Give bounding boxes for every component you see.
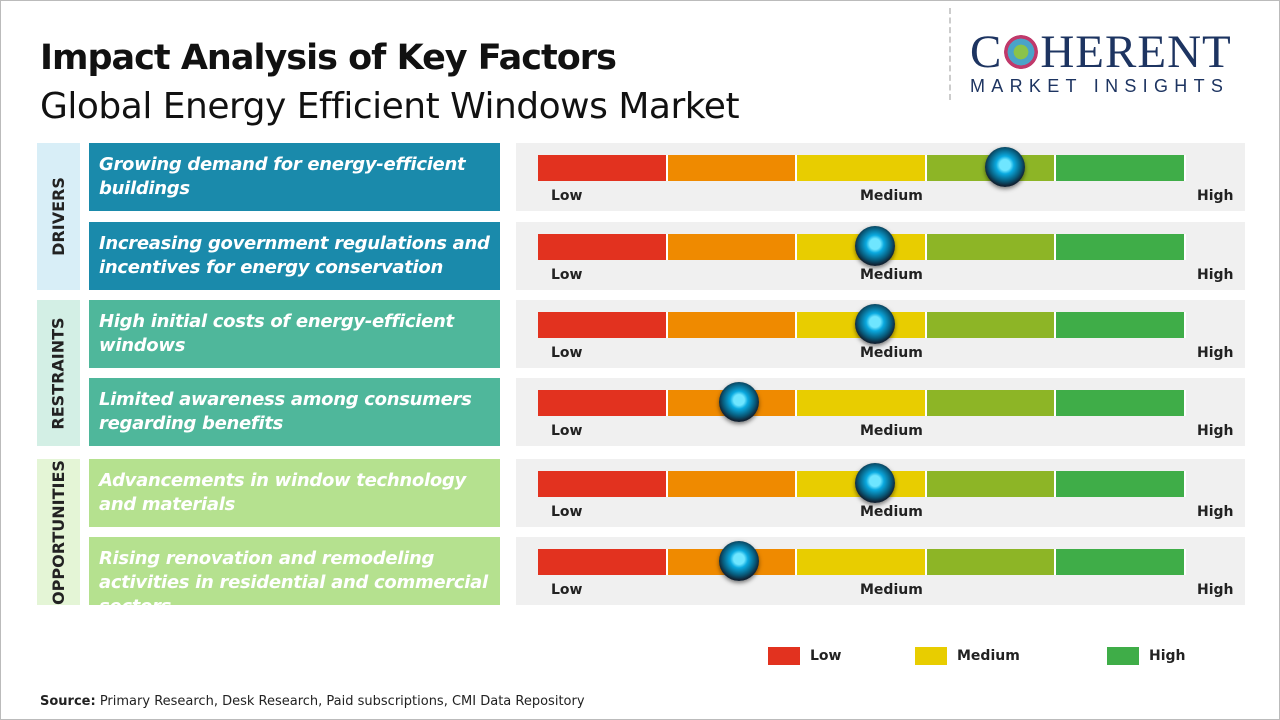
scale-label-medium: Medium <box>860 582 923 598</box>
page-title: Impact Analysis of Key Factors <box>40 38 617 78</box>
impact-gauge: Low Medium High <box>516 143 1245 211</box>
factor-card: Growing demand for energy-efficient buil… <box>89 143 500 211</box>
legend-low: Low <box>768 647 841 665</box>
factor-text: Rising renovation and remodeling activit… <box>99 548 488 617</box>
scale-label-high: High <box>1197 504 1234 520</box>
scale-segment <box>1056 312 1186 338</box>
factor-text: Limited awareness among consumers regard… <box>99 389 472 434</box>
factor-card: Increasing government regulations and in… <box>89 222 500 290</box>
scale-label-low: Low <box>551 582 583 598</box>
impact-gauge: Low Medium High <box>516 378 1245 446</box>
impact-indicator-knob <box>718 541 759 581</box>
scale-segment <box>538 549 668 575</box>
scale-segment <box>926 234 1057 260</box>
factor-card: Limited awareness among consumers regard… <box>89 378 500 446</box>
scale-label-low: Low <box>551 504 583 520</box>
scale-segment <box>538 234 668 260</box>
category-label: DRIVERS <box>49 177 68 256</box>
scale-segment <box>926 390 1057 416</box>
impact-scale-bar <box>538 155 1186 181</box>
legend-label: High <box>1149 648 1186 664</box>
legend-high: High <box>1107 647 1186 665</box>
source-label: Source: <box>40 694 96 709</box>
impact-gauge: Low Medium High <box>516 459 1245 527</box>
scale-label-high: High <box>1197 423 1234 439</box>
scale-segment <box>797 390 927 416</box>
impact-indicator-knob <box>718 382 759 422</box>
scale-segment <box>1056 471 1186 497</box>
scale-label-high: High <box>1197 345 1234 361</box>
scale-label-high: High <box>1197 582 1234 598</box>
category-label: OPPORTUNITIES <box>49 459 69 605</box>
impact-gauge: Low Medium High <box>516 300 1245 368</box>
scale-segment <box>667 155 798 181</box>
category-drivers: DRIVERS <box>37 143 80 290</box>
category-restraints: RESTRAINTS <box>37 300 80 446</box>
impact-gauge: Low Medium High <box>516 222 1245 290</box>
company-logo: C HERENT MARKET INSIGHTS <box>970 26 1232 97</box>
legend-medium: Medium <box>915 647 1020 665</box>
impact-indicator-knob <box>854 226 895 266</box>
scale-label-low: Low <box>551 423 583 439</box>
factor-card: Advancements in window technology and ma… <box>89 459 500 527</box>
category-label: RESTRAINTS <box>49 316 69 430</box>
impact-scale-bar <box>538 312 1186 338</box>
logo-text: HERENT <box>1040 26 1232 78</box>
legend-label: Medium <box>957 648 1020 664</box>
factor-text: Increasing government regulations and in… <box>99 233 490 278</box>
scale-segment <box>926 312 1057 338</box>
scale-label-high: High <box>1197 188 1234 204</box>
source-note: Source: Primary Research, Desk Research,… <box>40 694 585 709</box>
scale-segment <box>667 234 798 260</box>
factor-card: Rising renovation and remodeling activit… <box>89 537 500 617</box>
scale-segment <box>797 155 927 181</box>
impact-scale-bar <box>538 549 1186 575</box>
scale-segment <box>538 471 668 497</box>
page-subtitle: Global Energy Efficient Windows Market <box>40 86 740 127</box>
globe-dots-icon <box>1004 35 1039 69</box>
scale-segment <box>667 471 798 497</box>
factor-card: High initial costs of energy-efficient w… <box>89 300 500 368</box>
source-text: Primary Research, Desk Research, Paid su… <box>95 694 585 709</box>
category-opportunities: OPPORTUNITIES <box>37 459 80 605</box>
logo-tagline: MARKET INSIGHTS <box>970 76 1230 96</box>
legend-swatch <box>1107 647 1139 665</box>
scale-label-low: Low <box>551 267 583 283</box>
scale-segment <box>1056 549 1186 575</box>
scale-label-medium: Medium <box>860 188 923 204</box>
factor-text: Advancements in window technology and ma… <box>99 470 466 515</box>
factor-text: Growing demand for energy-efficient buil… <box>99 154 466 199</box>
scale-label-low: Low <box>551 345 583 361</box>
scale-label-low: Low <box>551 188 583 204</box>
scale-segment <box>926 471 1057 497</box>
legend-label: Low <box>810 648 842 664</box>
impact-scale-bar <box>538 390 1186 416</box>
scale-label-medium: Medium <box>860 267 923 283</box>
scale-segment <box>538 312 668 338</box>
scale-segment <box>1056 390 1186 416</box>
impact-indicator-knob <box>854 463 895 503</box>
scale-segment <box>797 549 927 575</box>
scale-segment <box>538 155 668 181</box>
scale-label-medium: Medium <box>860 504 923 520</box>
scale-label-medium: Medium <box>860 345 923 361</box>
scale-segment <box>926 549 1057 575</box>
legend-swatch <box>915 647 947 665</box>
scale-segment <box>538 390 668 416</box>
impact-indicator-knob <box>854 304 895 344</box>
legend-swatch <box>768 647 800 665</box>
impact-indicator-knob <box>984 147 1025 187</box>
logo-text: C <box>970 26 1003 78</box>
scale-segment <box>667 312 798 338</box>
scale-label-medium: Medium <box>860 423 923 439</box>
impact-gauge: Low Medium High <box>516 537 1245 605</box>
scale-segment <box>1056 155 1186 181</box>
divider <box>949 8 951 100</box>
scale-label-high: High <box>1197 267 1234 283</box>
scale-segment <box>1056 234 1186 260</box>
factor-text: High initial costs of energy-efficient w… <box>99 311 454 356</box>
